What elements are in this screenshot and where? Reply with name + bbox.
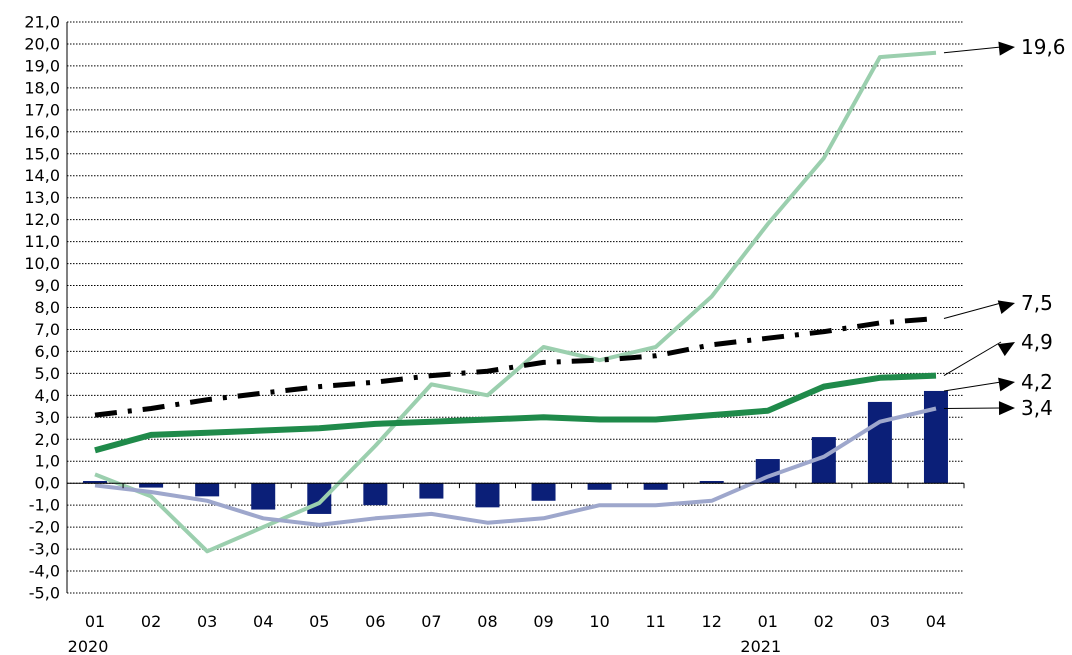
x-tick-label: 12	[702, 612, 722, 631]
x-year-label: 2021	[740, 637, 781, 655]
y-tick-label: 4,0	[35, 386, 60, 405]
x-tick-label: 05	[309, 612, 329, 631]
end-label-leader	[943, 46, 1002, 54]
y-tick-label: 18,0	[24, 78, 60, 97]
end-label-arrow	[998, 401, 1015, 416]
y-tick-label: 17,0	[24, 100, 60, 119]
bar	[251, 483, 276, 510]
y-tick-label: 8,0	[35, 298, 60, 317]
y-tick-label: -4,0	[29, 562, 60, 581]
end-label: 3,4	[1021, 396, 1053, 420]
x-tick-label: 03	[197, 612, 217, 631]
y-tick-label: -5,0	[29, 584, 60, 603]
series-line	[94, 372, 937, 454]
y-tick-label: 3,0	[35, 408, 60, 427]
end-label-arrow	[997, 300, 1015, 314]
y-axis: 21,0 20,0 19,0 18,0 17,0 16,0 15,0 14,0 13,0 12,0…	[24, 13, 68, 603]
end-labels: 19,6 7,5 4,9 4,23,4	[943, 35, 1066, 420]
y-tick-label: 12,0	[24, 210, 60, 229]
bar	[867, 401, 892, 484]
y-tick-label: 14,0	[24, 166, 60, 185]
y-tick-label: 21,0	[24, 13, 60, 32]
y-tick-label: 2,0	[35, 430, 60, 449]
y-tick-label: 1,0	[35, 452, 60, 471]
series-line	[94, 316, 937, 418]
bar	[195, 483, 220, 497]
end-label: 7,5	[1021, 291, 1053, 315]
x-tick-label: 01	[85, 612, 105, 631]
x-tick-label: 01	[758, 612, 778, 631]
y-tick-label: 11,0	[24, 232, 60, 251]
y-tick-label: 16,0	[24, 122, 60, 141]
line-series	[94, 50, 937, 554]
y-tick-label: -1,0	[29, 496, 60, 515]
end-label-leader	[943, 381, 1002, 392]
x-tick-label: 08	[477, 612, 497, 631]
bar	[923, 390, 948, 484]
end-label-arrow	[998, 41, 1015, 56]
x-tick-label: 02	[141, 612, 161, 631]
end-label-arrow	[998, 377, 1015, 392]
end-label-arrow	[997, 342, 1015, 357]
end-label: 4,9	[1021, 330, 1053, 354]
x-tick-label: 04	[253, 612, 273, 631]
x-axis: 01 02 03 04 05 06 07 08 09 10 11 12 01 02 03 04 2020 2021	[66, 482, 965, 655]
y-tick-label: 7,0	[35, 320, 60, 339]
x-tick-label: 06	[365, 612, 385, 631]
y-tick-label: 20,0	[24, 34, 60, 53]
gridlines	[67, 21, 964, 594]
bar	[699, 480, 724, 484]
y-tick-label: 0,0	[35, 474, 60, 493]
x-tick-label: 09	[533, 612, 553, 631]
bar	[531, 483, 556, 501]
x-tick-label: 04	[926, 612, 946, 631]
y-tick-label: 13,0	[24, 188, 60, 207]
end-label-leader	[943, 302, 1002, 319]
bar	[139, 483, 164, 488]
x-tick-label: 03	[870, 612, 890, 631]
series-line	[94, 50, 937, 554]
end-label-leader	[943, 341, 1002, 377]
end-label-leader	[943, 407, 1002, 410]
bar	[363, 483, 388, 506]
x-tick-label: 11	[645, 612, 665, 631]
x-year-label: 2020	[68, 637, 109, 655]
end-label: 19,6	[1021, 35, 1066, 59]
bar	[643, 483, 668, 490]
y-tick-label: 5,0	[35, 364, 60, 383]
y-tick-label: 9,0	[35, 276, 60, 295]
bar	[83, 480, 108, 484]
bar-series	[83, 390, 948, 514]
x-tick-label: 07	[421, 612, 441, 631]
bar	[587, 483, 612, 490]
end-label: 4,2	[1021, 370, 1053, 394]
y-tick-label: -3,0	[29, 540, 60, 559]
series-line	[94, 406, 937, 527]
y-tick-label: 15,0	[24, 144, 60, 163]
x-tick-label: 10	[589, 612, 609, 631]
y-tick-label: -2,0	[29, 518, 60, 537]
y-tick-label: 19,0	[24, 56, 60, 75]
bar	[475, 483, 500, 508]
y-tick-label: 10,0	[24, 254, 60, 273]
bar	[419, 483, 444, 499]
x-tick-label: 02	[814, 612, 834, 631]
bar	[307, 483, 332, 514]
y-tick-label: 6,0	[35, 342, 60, 361]
